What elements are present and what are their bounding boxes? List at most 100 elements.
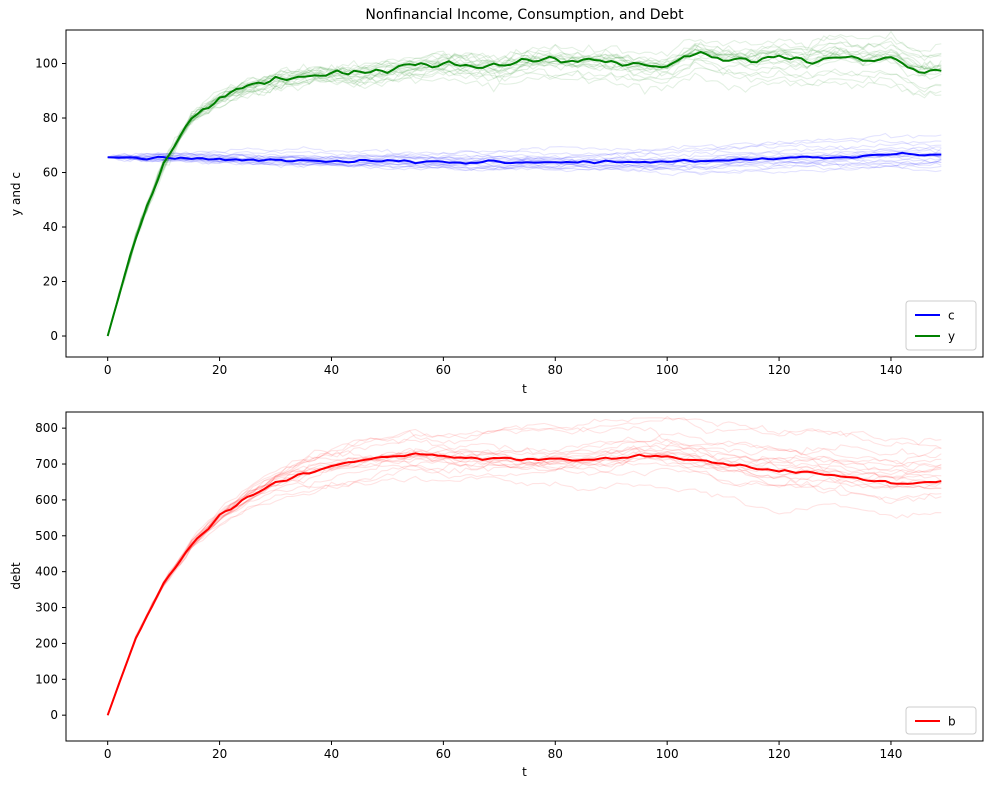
y-tick-label: 40 bbox=[43, 220, 58, 234]
ensemble-path-b bbox=[107, 475, 942, 716]
x-tick-label: 60 bbox=[436, 363, 451, 377]
x-tick-label: 120 bbox=[768, 363, 791, 377]
ensemble-path-y bbox=[107, 49, 942, 337]
ensemble-path-y bbox=[107, 36, 942, 337]
ensemble-path-b bbox=[107, 447, 942, 716]
ensemble-path-b bbox=[107, 450, 942, 716]
ensemble-path-y bbox=[107, 46, 942, 337]
chart2-lines bbox=[106, 416, 942, 716]
ensemble-path-b bbox=[107, 445, 942, 716]
ensemble-path-b bbox=[107, 440, 942, 716]
x-tick-label: 100 bbox=[656, 363, 679, 377]
ensemble-path-c bbox=[107, 155, 942, 169]
ensemble-path-b bbox=[107, 452, 942, 716]
x-tick-label: 100 bbox=[656, 747, 679, 761]
ensemble-path-c bbox=[107, 138, 942, 158]
ensemble-path-c bbox=[107, 153, 942, 177]
x-tick-label: 80 bbox=[548, 363, 563, 377]
ensemble-path-b bbox=[107, 452, 942, 716]
series-b-mean-line bbox=[106, 452, 942, 716]
ensemble-path-c bbox=[107, 155, 942, 173]
y-tick-label: 0 bbox=[50, 329, 58, 343]
ensemble-path-y bbox=[107, 44, 942, 337]
y-tick-label: 800 bbox=[35, 421, 58, 435]
chart1-ylabel: y and c bbox=[9, 172, 23, 216]
ensemble-path-c bbox=[107, 151, 942, 164]
ensemble-path-y bbox=[107, 52, 942, 337]
ensemble-path-b bbox=[107, 450, 942, 716]
x-tick-label: 20 bbox=[212, 363, 227, 377]
ensemble-path-b bbox=[107, 453, 942, 716]
x-tick-label: 20 bbox=[212, 747, 227, 761]
ensemble-path-b bbox=[107, 417, 942, 716]
ensemble-path-y bbox=[107, 56, 942, 337]
ensemble-path-y bbox=[107, 30, 942, 337]
y-tick-label: 20 bbox=[43, 275, 58, 289]
x-tick-label: 140 bbox=[880, 747, 903, 761]
ensemble-path-b bbox=[107, 426, 942, 716]
ensemble-path-c bbox=[107, 132, 942, 159]
y-tick-label: 60 bbox=[43, 166, 58, 180]
chart1-legend-box bbox=[905, 300, 977, 351]
ensemble-path-b bbox=[107, 453, 942, 716]
ensemble-path-c bbox=[107, 153, 942, 166]
ensemble-path-y bbox=[107, 57, 942, 337]
ensemble-path-y bbox=[107, 67, 942, 337]
x-tick-label: 60 bbox=[436, 747, 451, 761]
series-c-mean-line bbox=[107, 151, 942, 165]
ensemble-path-b bbox=[107, 432, 942, 716]
ensemble-path-c bbox=[107, 146, 942, 163]
ensemble-path-b bbox=[107, 459, 942, 716]
legend-label-y: y bbox=[948, 330, 955, 344]
ensemble-path-c bbox=[107, 152, 942, 164]
x-tick-label: 80 bbox=[548, 747, 563, 761]
chart2-legend-box bbox=[905, 706, 977, 735]
ensemble-path-c bbox=[107, 156, 942, 171]
legend-label-b: b bbox=[948, 715, 956, 729]
chart1-xlabel: t bbox=[522, 382, 527, 396]
chart2-ylabel: debt bbox=[9, 562, 23, 590]
ensemble-path-y bbox=[107, 61, 942, 337]
y-tick-label: 100 bbox=[35, 672, 58, 686]
legend-label-c: c bbox=[948, 309, 955, 323]
ensemble-path-y bbox=[107, 41, 942, 337]
y-tick-label: 600 bbox=[35, 493, 58, 507]
x-tick-label: 0 bbox=[104, 747, 112, 761]
y-tick-label: 0 bbox=[50, 708, 58, 722]
x-tick-label: 40 bbox=[324, 363, 339, 377]
chart1-lines bbox=[106, 30, 942, 337]
ensemble-path-b bbox=[107, 416, 942, 716]
y-tick-label: 400 bbox=[35, 565, 58, 579]
ensemble-path-c bbox=[107, 156, 942, 174]
ensemble-path-y bbox=[107, 72, 942, 337]
x-tick-label: 140 bbox=[880, 363, 903, 377]
ensemble-path-y bbox=[107, 44, 942, 337]
y-tick-label: 700 bbox=[35, 457, 58, 471]
y-tick-label: 80 bbox=[43, 111, 58, 125]
chart2-frame bbox=[65, 411, 984, 742]
chart2-xlabel: t bbox=[522, 765, 527, 779]
ensemble-path-b bbox=[107, 445, 942, 716]
y-tick-label: 300 bbox=[35, 601, 58, 615]
y-tick-label: 500 bbox=[35, 529, 58, 543]
chart1-title: Nonfinancial Income, Consumption, and De… bbox=[365, 7, 684, 23]
x-tick-label: 40 bbox=[324, 747, 339, 761]
ensemble-path-b bbox=[107, 448, 942, 716]
chart1-frame bbox=[65, 29, 984, 358]
ensemble-path-c bbox=[107, 150, 942, 167]
ensemble-path-b bbox=[107, 440, 942, 716]
ensemble-path-c bbox=[107, 155, 942, 173]
ensemble-path-y bbox=[107, 48, 942, 337]
y-tick-label: 200 bbox=[35, 636, 58, 650]
x-tick-label: 120 bbox=[768, 747, 791, 761]
y-tick-label: 100 bbox=[35, 57, 58, 71]
ensemble-path-b bbox=[107, 438, 942, 716]
ensemble-path-y bbox=[107, 47, 942, 337]
series-y-mean-line bbox=[106, 50, 942, 337]
ensemble-path-y bbox=[107, 52, 942, 337]
x-tick-label: 0 bbox=[104, 363, 112, 377]
ensemble-path-c bbox=[107, 153, 942, 171]
ensemble-path-b bbox=[107, 447, 942, 716]
